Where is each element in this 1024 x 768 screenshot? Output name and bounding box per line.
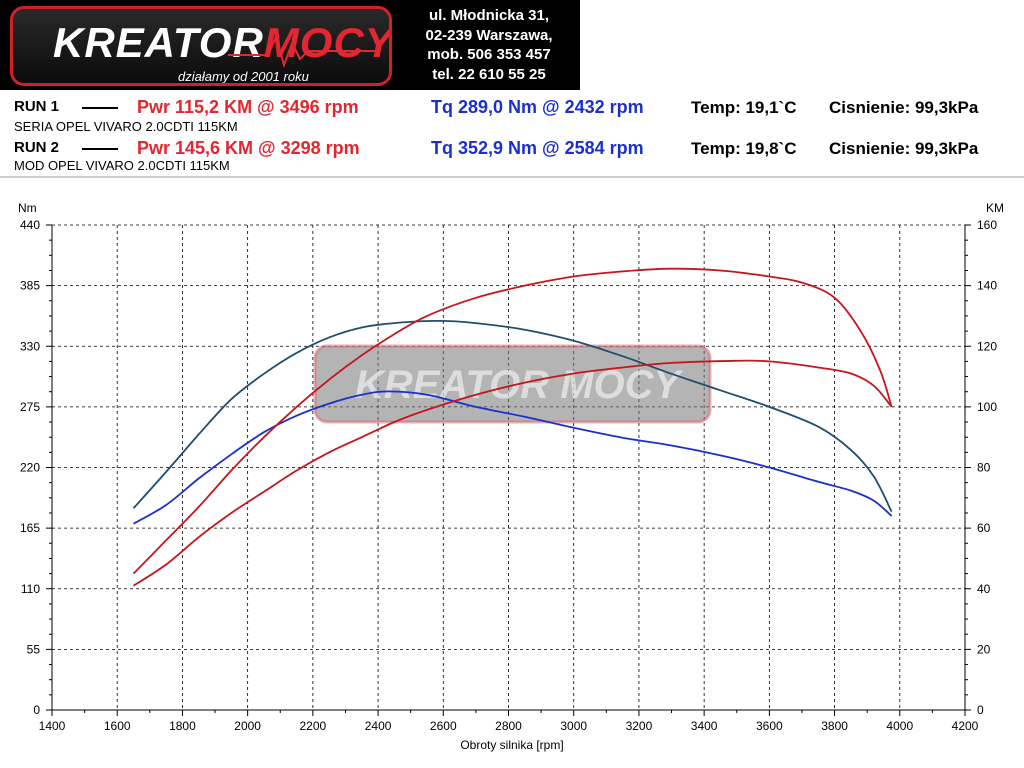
y-left-tick-label: 440 [20, 218, 40, 232]
logo-ekg-line-icon [228, 34, 378, 69]
run-2-row: RUN 2 Pwr 145,6 KM @ 3298 rpm Tq 352,9 N… [14, 138, 1014, 176]
stock-torque-line [133, 390, 893, 525]
header-banner: KREATORMOCY działamy od 2001 roku ul. Mł… [0, 0, 580, 90]
watermark: KREATOR MOCY [313, 344, 712, 424]
run-2-temperature: Temp: 19,8`C [691, 139, 797, 158]
run-1-torque-peak: Tq 289,0 Nm @ 2432 rpm [431, 97, 644, 117]
y-right-tick-label: 60 [977, 521, 991, 535]
run-1-row: RUN 1 Pwr 115,2 KM @ 3496 rpm Tq 289,0 N… [14, 97, 1014, 137]
x-tick-label: 2800 [495, 719, 522, 733]
run-1-temperature: Temp: 19,1`C [691, 98, 797, 117]
axes: 1400 1600 1800 2000 2200 2400 2600 2800 3000 3200… [20, 218, 997, 733]
x-tick-label: 2200 [300, 719, 327, 733]
run-2-torque-peak: Tq 352,9 Nm @ 2584 rpm [431, 138, 644, 158]
x-tick-label: 4200 [952, 719, 979, 733]
x-tick-label: 2400 [365, 719, 392, 733]
run-2-pressure: Cisnienie: 99,3kPa [829, 139, 979, 158]
watermark-text: KREATOR MOCY [355, 363, 684, 407]
series [132, 267, 893, 587]
y-right-tick-label: 40 [977, 582, 991, 596]
chart-top-divider [0, 176, 1024, 178]
logo-text: KREATORMOCY [53, 19, 392, 67]
x-tick-label: 1400 [39, 719, 66, 733]
x-tick-label: 1800 [169, 719, 196, 733]
y-right-tick-label: 20 [977, 642, 991, 656]
y-left-tick-label: 110 [21, 582, 40, 596]
run-1-power-peak: Pwr 115,2 KM @ 3496 rpm [137, 97, 359, 117]
y-right-tick-label: 0 [977, 703, 984, 717]
run-2-power-peak: Pwr 145,6 KM @ 3298 rpm [137, 138, 360, 158]
y-left-tick-label: 275 [20, 400, 40, 414]
run-2-description: MOD OPEL VIVARO 2.0CDTI 115KM [14, 158, 230, 173]
run-1-description: SERIA OPEL VIVARO 2.0CDTI 115KM [14, 119, 238, 134]
y-left-tick-label: 220 [20, 461, 40, 475]
run-1-label: RUN 1 [14, 98, 60, 115]
x-tick-label: 2000 [234, 719, 261, 733]
stock-power-line [133, 359, 893, 587]
mod-torque-line [132, 319, 893, 513]
y-right-tick-label: 160 [977, 218, 997, 232]
y-axis-right-unit: KM [986, 201, 1004, 215]
y-left-tick-label: 55 [27, 642, 41, 656]
logo-tagline: działamy od 2001 roku [178, 69, 309, 84]
contact-line: 02-239 Warszawa, [425, 26, 553, 44]
logo-word-mocy: MOCY [263, 19, 392, 66]
run-1-pressure: Cisnienie: 99,3kPa [829, 98, 979, 117]
x-tick-label: 4000 [886, 719, 913, 733]
y-left-tick-label: 385 [20, 279, 40, 293]
y-axis-left-unit: Nm [18, 201, 37, 215]
grid [52, 224, 966, 710]
run-1-legend-line [82, 107, 118, 109]
y-right-tick-label: 100 [977, 400, 997, 414]
x-tick-label: 1600 [104, 719, 131, 733]
mod-power-line [132, 267, 893, 575]
y-right-tick-label: 120 [977, 339, 997, 353]
logo-word-kreator: KREATOR [53, 19, 264, 66]
y-left-tick-label: 330 [20, 339, 40, 353]
run-2-legend-line [82, 148, 118, 150]
contact-line: ul. Młodnicka 31, [428, 7, 550, 24]
x-tick-label: 3600 [756, 719, 783, 733]
watermark-box [313, 344, 712, 424]
y-left-tick-label: 0 [33, 703, 40, 717]
logo: KREATORMOCY działamy od 2001 roku [10, 6, 392, 86]
y-right-tick-label: 140 [977, 279, 997, 293]
x-tick-label: 3000 [560, 719, 587, 733]
y-left-tick-label: 165 [20, 521, 40, 535]
y-right-tick-label: 80 [977, 461, 991, 475]
x-axis-label: Obroty silnika [rpm] [460, 738, 563, 752]
contact-line: tel. 22 610 55 25 [432, 65, 546, 83]
contact-line: mob. 506 353 457 [427, 46, 551, 63]
x-tick-label: 3400 [691, 719, 718, 733]
run-2-label: RUN 2 [14, 139, 60, 156]
x-tick-label: 3200 [626, 719, 653, 733]
x-tick-label: 2600 [430, 719, 457, 733]
contact-block: ul. Młodnicka 31, 02-239 Warszawa, mob. … [400, 6, 578, 84]
x-tick-label: 3800 [821, 719, 848, 733]
